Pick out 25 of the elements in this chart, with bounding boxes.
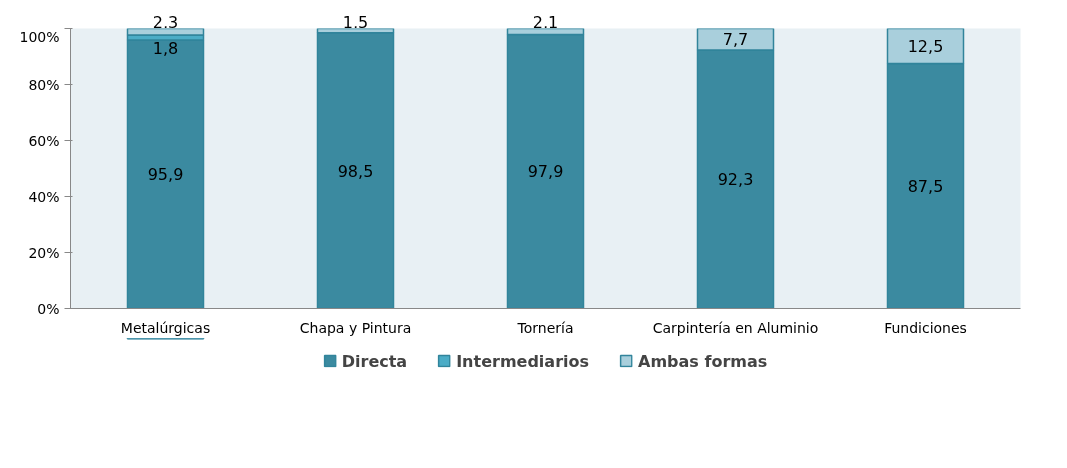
x-tick-label: Chapa y Pintura <box>299 319 412 336</box>
y-tick-label: 80% <box>28 76 60 93</box>
data-label: 95,9 <box>147 165 184 185</box>
data-label: 12,5 <box>907 37 944 56</box>
x-tick-label: Tornería <box>516 319 574 336</box>
bar <box>126 39 205 309</box>
bar <box>316 31 395 309</box>
y-tick-label: 20% <box>28 244 60 261</box>
x-tick-label: Metalúrgicas <box>120 319 211 336</box>
y-tick-label: 100% <box>19 28 60 45</box>
data-label: 98,5 <box>337 161 374 181</box>
x-tick-label: Carpintería en Aluminio <box>652 319 819 336</box>
data-label: 87,5 <box>907 177 944 196</box>
y-tick-label: 40% <box>28 188 60 205</box>
legend-label: Directa <box>341 351 408 370</box>
data-label: 1,8 <box>152 38 179 58</box>
data-label: 92,3 <box>717 170 754 190</box>
x-tick-label: Fundiciones <box>884 319 967 336</box>
legend-label: Ambas formas <box>638 351 768 370</box>
y-tick-label: 0% <box>37 300 60 317</box>
y-tick-label: 60% <box>28 132 60 149</box>
data-label: 7,7 <box>722 30 749 50</box>
legend-label: Intermediarios <box>456 351 590 370</box>
bar <box>506 33 585 309</box>
data-label: 97,9 <box>527 162 564 182</box>
